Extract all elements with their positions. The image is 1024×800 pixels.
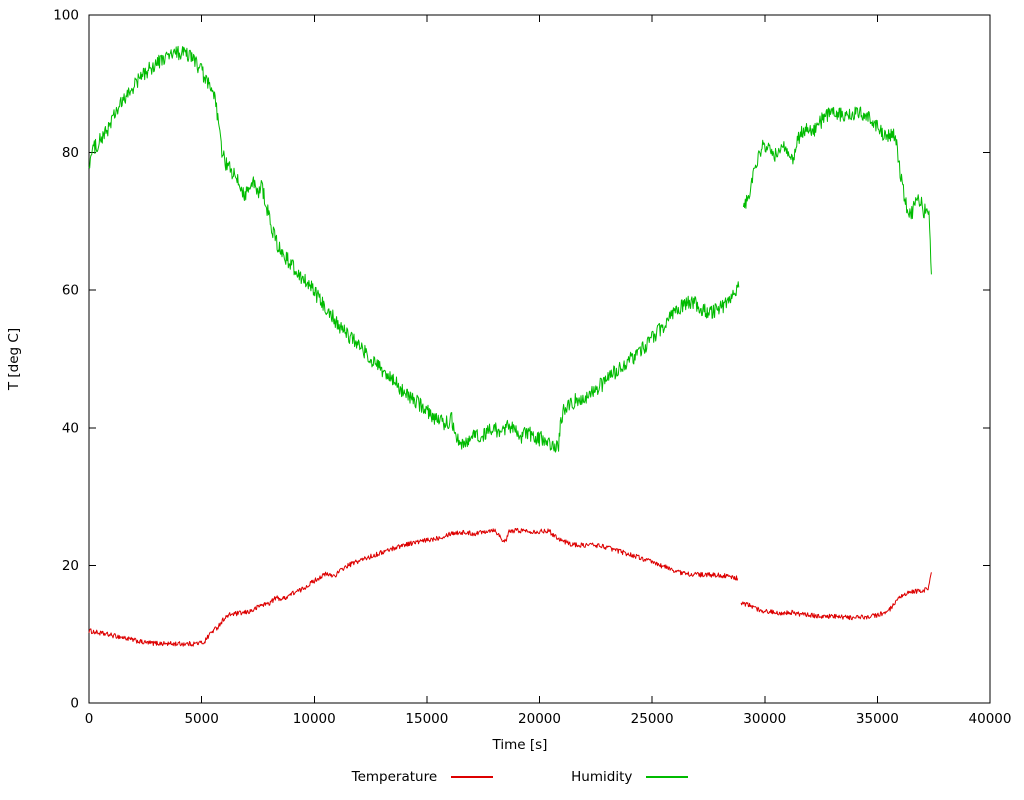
y-tick-label: 0 [70, 696, 79, 712]
legend: Temperature Humidity [0, 769, 1024, 785]
y-tick-label: 60 [62, 283, 79, 299]
legend-item-humidity: Humidity [571, 769, 689, 785]
x-tick-label: 35000 [856, 711, 899, 727]
x-tick-label: 0 [85, 711, 94, 727]
x-tick-label: 40000 [969, 711, 1012, 727]
x-tick-label: 20000 [518, 711, 561, 727]
legend-line-humidity [646, 776, 689, 778]
series-line-temperature [740, 572, 932, 621]
y-tick-label: 100 [53, 8, 79, 24]
y-tick-label: 20 [62, 558, 79, 574]
y-tick-label: 80 [62, 145, 79, 161]
legend-line-temperature [451, 776, 494, 778]
x-tick-label: 30000 [743, 711, 786, 727]
legend-label-temperature: Temperature [351, 769, 438, 785]
series-line-humidity [88, 45, 740, 453]
series-line-humidity [742, 106, 932, 275]
x-tick-label: 15000 [405, 711, 448, 727]
legend-item-temperature: Temperature [352, 769, 494, 785]
x-tick-label: 25000 [631, 711, 674, 727]
x-tick-label: 5000 [184, 711, 218, 727]
x-axis-label: Time [s] [492, 737, 548, 753]
legend-label-humidity: Humidity [571, 769, 633, 785]
x-axis-label-row: Time [s] [0, 737, 1024, 753]
y-tick-label: 40 [62, 420, 79, 436]
x-tick-label: 10000 [293, 711, 336, 727]
series-line-temperature [88, 527, 739, 647]
y-axis-label: T [deg C] [6, 327, 22, 391]
